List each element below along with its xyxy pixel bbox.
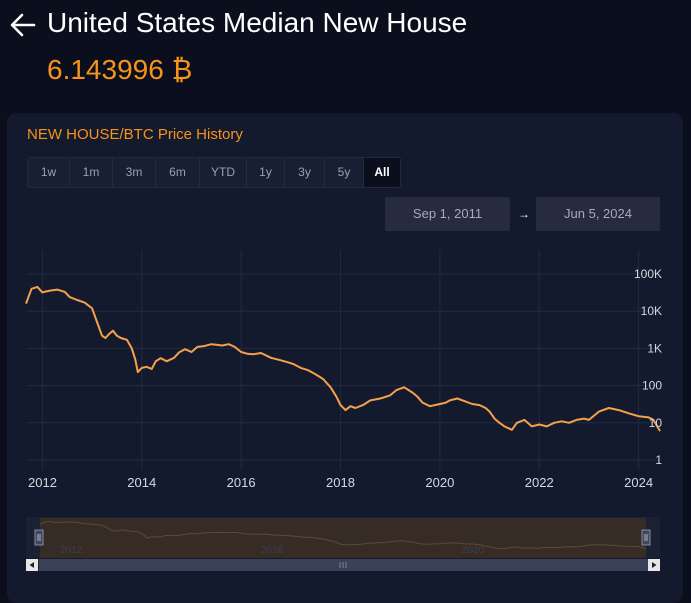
arrow-left-icon[interactable] bbox=[8, 10, 38, 40]
x-tick-label: 2014 bbox=[127, 475, 156, 490]
x-axis-labels: 2012 2014 2016 2018 2020 2022 2024 bbox=[28, 475, 653, 490]
scroll-right-icon bbox=[652, 562, 657, 568]
navigator-right-handle[interactable] bbox=[641, 529, 651, 546]
navigator-selection[interactable] bbox=[40, 518, 646, 558]
x-tick-label: 2016 bbox=[227, 475, 256, 490]
range-6m-button[interactable]: 6m bbox=[156, 158, 200, 187]
navigator-label-2016: 2016 bbox=[261, 545, 284, 556]
y-tick-label: 10K bbox=[641, 304, 662, 318]
y-tick-label: 1 bbox=[655, 453, 662, 467]
date-from-input[interactable]: Sep 1, 2011 bbox=[385, 197, 510, 231]
navigator-label-2020: 2020 bbox=[462, 545, 485, 556]
y-tick-label: 100K bbox=[634, 267, 662, 281]
x-tick-label: 2012 bbox=[28, 475, 57, 490]
date-range-arrow: → bbox=[518, 207, 530, 221]
date-to-input[interactable]: Jun 5, 2024 bbox=[536, 197, 660, 231]
range-selector: 1w 1m 3m 6m YTD 1y 3y 5y All bbox=[27, 157, 401, 188]
scrollbar-grip-icon bbox=[339, 562, 347, 568]
page-title: United States Median New House bbox=[47, 7, 468, 38]
navigator-line bbox=[39, 520, 647, 550]
navigator-left-handle[interactable] bbox=[34, 529, 44, 546]
range-3y-button[interactable]: 3y bbox=[285, 158, 325, 187]
header: United States Median New House 6.143996 … bbox=[0, 0, 691, 110]
price-series-line bbox=[25, 285, 661, 432]
y-tick-label: 1K bbox=[647, 341, 662, 355]
y-tick-label: 10 bbox=[649, 416, 663, 430]
chart-navigator: 2012 2016 2020 bbox=[26, 517, 660, 571]
range-ytd-button[interactable]: YTD bbox=[200, 158, 247, 187]
y-axis-labels: 100K 10K 1K 100 10 1 bbox=[634, 267, 662, 467]
x-tick-label: 2024 bbox=[624, 475, 653, 490]
scroll-left-icon bbox=[29, 562, 34, 568]
panel-title: NEW HOUSE/BTC Price History bbox=[27, 126, 243, 143]
current-price: 6.143996 ₿ bbox=[47, 54, 193, 85]
range-1y-button[interactable]: 1y bbox=[247, 158, 285, 187]
range-all-button[interactable]: All bbox=[364, 158, 400, 187]
chart-grid bbox=[26, 250, 660, 470]
range-1m-button[interactable]: 1m bbox=[70, 158, 113, 187]
range-3m-button[interactable]: 3m bbox=[113, 158, 156, 187]
range-1w-button[interactable]: 1w bbox=[28, 158, 70, 187]
y-tick-label: 100 bbox=[642, 379, 662, 393]
range-5y-button[interactable]: 5y bbox=[325, 158, 364, 187]
x-tick-label: 2020 bbox=[425, 475, 454, 490]
x-tick-label: 2018 bbox=[326, 475, 355, 490]
x-tick-label: 2022 bbox=[525, 475, 554, 490]
navigator-label-2012: 2012 bbox=[60, 545, 83, 556]
